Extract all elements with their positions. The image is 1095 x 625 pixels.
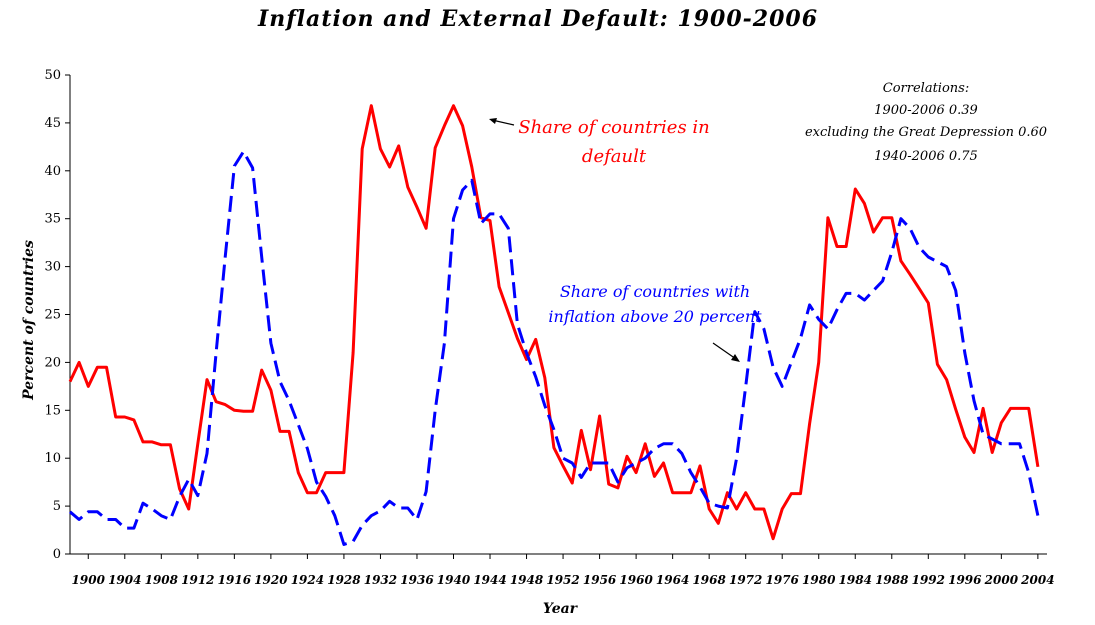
x-tick-label: 1960 [619,573,653,587]
y-tick-label: 0 [53,547,61,562]
x-tick-label: 1956 [583,573,617,587]
x-tick-label: 1908 [145,573,179,587]
x-tick-label: 1972 [729,573,762,587]
x-tick-label: 1988 [875,573,909,587]
x-tick-label: 1912 [181,573,214,587]
x-tick-label: 1992 [912,573,945,587]
x-tick-label: 1948 [510,573,544,587]
x-tick-label: 2000 [984,573,1019,587]
x-tick-label: 1952 [546,573,579,587]
series-line-inflation [69,150,1040,546]
chart-title: Inflation and External Default: 1900-200… [257,6,818,32]
y-tick-label: 15 [44,403,61,418]
x-tick-label: 1932 [364,573,397,587]
y-tick-label: 25 [44,308,61,323]
y-axis: 0 5 10 15 20 25 30 35 40 45 50 [44,68,71,562]
y-axis-label: Percent of countries [21,240,37,401]
x-tick-label: 1968 [692,573,726,587]
inflation-annotation-line2: inflation above 20 percent [548,307,762,326]
correlations-title: Correlations: [883,81,969,96]
correlation-excluding-depression: excluding the Great Depression 0.60 [805,125,1047,140]
default-annotation-line2: default [582,146,647,167]
x-tick-label: 1916 [218,573,252,587]
y-tick-label: 35 [44,212,61,227]
series-layer [68,104,1040,546]
inflation-annotation-arrow [712,342,740,362]
x-axis: 1900 1904 1908 1912 1916 1920 1924 1928 1932 1936… [70,553,1055,587]
default-annotation-line1: Share of countries in [518,117,710,138]
x-tick-label: 1928 [327,573,361,587]
default-annotation-arrow [489,118,515,126]
y-tick-label: 20 [44,355,61,370]
y-tick-label: 30 [44,260,61,275]
y-tick-label: 45 [44,116,61,131]
x-tick-label: 1900 [72,573,106,587]
y-tick-label: 10 [44,451,61,466]
x-tick-label: 1964 [656,573,689,587]
y-tick-label: 5 [53,499,61,514]
x-tick-label: 1936 [400,573,434,587]
y-tick-label: 40 [44,164,61,179]
x-tick-label: 1940 [437,573,471,587]
series-line-default [68,104,1040,541]
x-tick-label: 1944 [473,573,506,587]
inflation-annotation-line1: Share of countries with [560,282,750,301]
x-tick-label: 1924 [291,573,324,587]
correlation-1900-2006: 1900-2006 0.39 [874,103,978,118]
x-axis-label: Year [543,601,579,617]
x-tick-label: 1976 [766,573,800,587]
x-tick-label: 1984 [839,573,872,587]
x-tick-label: 1920 [254,573,288,587]
y-tick-label: 50 [44,68,61,83]
correlation-1940-2006: 1940-2006 0.75 [874,149,978,164]
x-tick-label: 2004 [1020,573,1054,587]
x-tick-label: 1904 [108,573,141,587]
x-tick-label: 1980 [802,573,836,587]
x-tick-label: 1996 [948,573,982,587]
